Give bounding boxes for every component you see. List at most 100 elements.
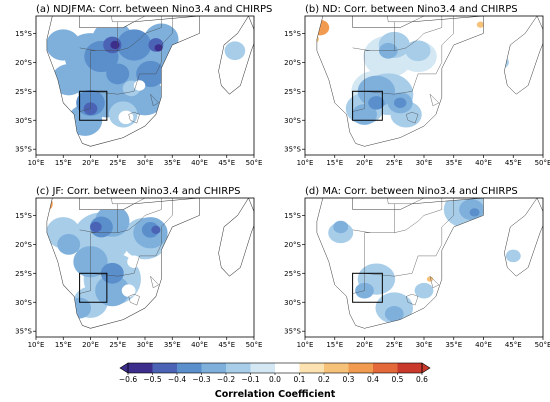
x-tick-label: 40°E [475,159,492,167]
y-tick-label: 35°S [284,328,301,336]
shade-cell [154,44,163,52]
y-tick-label: 15°S [15,212,32,220]
map-panel-a: (a) NDJFMA: Corr. between Nino3.4 and CH… [15,4,272,167]
colorbar-segment [373,363,398,373]
colorbar: −0.6 −0.5 −0.4 −0.3 −0.2 −0.1 0.0 0.1 0.2 0.3 0.4 0… [119,362,431,400]
shade-cell [110,40,120,50]
shade-cell [118,110,134,125]
country-border [150,276,159,289]
x-tick-label: 30°E [137,341,154,349]
shade-cell [368,96,385,110]
lesotho-border [405,293,419,306]
colorbar-tick-label: 0.1 [294,375,306,384]
colorbar-tick-label: −0.5 [143,375,161,384]
x-tick-label: 20°E [82,159,99,167]
x-tick-label: 35°E [445,341,462,349]
country-border [79,255,91,294]
colorbar-segment [397,363,423,373]
shade-cell [151,225,161,235]
map-panel-c: (c) JF: Corr. between Nino3.4 and CHIRPS… [15,186,263,349]
y-tick-label: 20°S [284,241,301,249]
x-tick-label: 50°E [246,341,263,349]
study-region-box [352,272,383,303]
colorbar-tick-label: −0.6 [119,375,137,384]
country-border [155,198,173,257]
colorbar-segment [275,363,300,373]
x-tick-label: 45°E [505,341,522,349]
x-tick-label: 10°E [28,341,45,349]
country-border [423,198,443,216]
colorbar-segment [348,363,374,373]
x-tick-label: 25°E [386,159,403,167]
colorbar-tick-label: 0.4 [367,375,379,384]
shade-cell [106,63,130,85]
x-tick-label: 25°E [386,341,403,349]
country-border [90,232,96,256]
shade-cell [46,29,81,61]
madagascar-outline [504,198,546,276]
y-tick-label: 15°S [15,30,32,38]
country-border [155,16,173,75]
correlation-field [36,198,207,319]
colorbar-tick-label: −0.1 [241,375,259,384]
x-tick-label: 20°E [356,341,373,349]
x-tick-label: 45°E [505,159,522,167]
shade-cell [493,56,509,69]
shade-cell [224,41,246,61]
y-tick-label: 20°S [15,59,32,67]
colorbar-tick-label: 0.0 [269,375,281,384]
map-panel-d: (d) MA: Corr. between Nino3.4 and CHIRPS… [284,186,550,349]
country-border [117,33,146,51]
country-border [364,50,371,74]
x-tick-label: 35°E [164,341,181,349]
y-tick-label: 35°S [284,146,301,154]
x-tick-label: 40°E [191,159,208,167]
country-border [79,73,91,112]
shade-cell [57,233,81,255]
country-border [387,16,425,22]
country-border [90,73,156,95]
shade-cell [414,282,434,299]
country-border [90,255,156,277]
shade-cell [197,228,207,237]
country-border [387,198,425,204]
colorbar-tick-label: −0.2 [217,375,235,384]
map-panel-b: (b) ND: Corr. between Nino3.4 and CHIRPS… [284,4,550,167]
x-tick-label: 50°E [246,159,263,167]
shade-cell [133,80,146,91]
x-tick-label: 30°E [416,341,433,349]
colorbar-title: Correlation Coefficient [215,389,336,400]
x-tick-label: 25°E [109,341,126,349]
x-tick-label: 40°E [191,341,208,349]
country-border [79,21,118,51]
y-tick-label: 35°S [15,328,32,336]
x-tick-label: 20°E [82,341,99,349]
country-border [352,21,395,51]
panel-title: (d) MA: Corr. between Nino3.4 and CHIRPS [305,186,518,197]
country-border [394,215,425,233]
x-tick-label: 25°E [109,159,126,167]
country-border [90,50,96,74]
x-tick-label: 30°E [137,159,154,167]
colorbar-segment [299,363,325,373]
shade-cell [116,29,152,61]
shade-cell [51,64,86,96]
correlation-field [46,20,246,136]
x-tick-label: 45°E [218,159,235,167]
country-border [144,198,162,216]
x-tick-label: 30°E [416,159,433,167]
country-border [79,203,118,233]
y-tick-label: 25°S [15,270,32,278]
country-border [364,232,371,256]
shade-cell [127,255,141,268]
study-region-box [79,90,108,121]
y-tick-label: 15°S [284,30,301,38]
y-tick-label: 30°S [15,299,32,307]
lesotho-border [128,293,140,306]
panel-title: (c) JF: Corr. between Nino3.4 and CHIRPS [36,186,241,197]
country-border [435,198,454,257]
country-border [429,276,440,289]
colorbar-low-extension [119,362,129,374]
y-tick-label: 20°S [15,241,32,249]
